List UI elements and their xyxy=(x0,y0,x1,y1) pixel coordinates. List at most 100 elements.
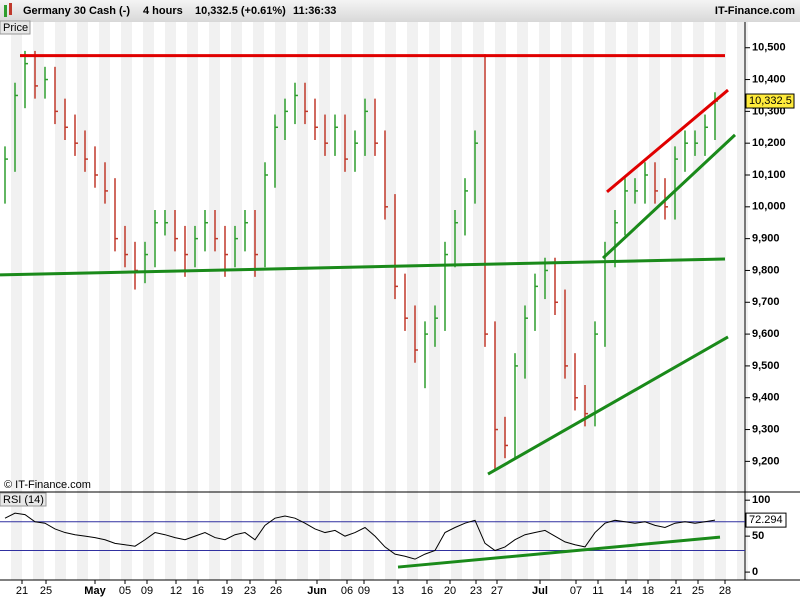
x-tick-label: 21 xyxy=(16,585,28,597)
logo-icon xyxy=(9,3,12,15)
quote: 10,332.5 (+0.61%) xyxy=(195,5,286,17)
day-stripe xyxy=(33,22,44,580)
day-stripe xyxy=(143,22,154,580)
x-tick-label: 16 xyxy=(192,585,204,597)
day-stripe xyxy=(121,22,132,580)
trendline xyxy=(487,335,729,476)
day-stripe xyxy=(649,22,660,580)
day-stripe xyxy=(11,22,22,580)
day-stripe xyxy=(363,22,374,580)
y-tick-label: 9,600 xyxy=(752,328,780,340)
x-tick-label: 26 xyxy=(270,585,282,597)
x-tick-label: 09 xyxy=(358,585,370,597)
rsi-label: RSI (14) xyxy=(3,494,44,506)
day-stripe xyxy=(341,22,352,580)
x-tick-label: 25 xyxy=(40,585,52,597)
pane-label-box xyxy=(0,20,31,35)
y-tick-label: 9,900 xyxy=(752,233,780,245)
day-stripe xyxy=(693,22,704,580)
x-tick-label: 19 xyxy=(221,585,233,597)
day-stripe xyxy=(539,22,550,580)
x-tick-label: 18 xyxy=(642,585,654,597)
day-stripe xyxy=(473,22,484,580)
day-stripe xyxy=(77,22,88,580)
y-tick-label: 9,500 xyxy=(752,360,780,372)
day-stripe xyxy=(55,22,66,580)
y-tick-label: 10,200 xyxy=(752,137,786,149)
copyright: © IT-Finance.com xyxy=(4,479,91,491)
day-stripe xyxy=(319,22,330,580)
x-tick-label: 27 xyxy=(491,585,503,597)
day-stripe xyxy=(231,22,242,580)
day-stripe xyxy=(253,22,264,580)
instrument-title: Germany 30 Cash (-) xyxy=(23,5,130,17)
x-tick-label: 07 xyxy=(570,585,582,597)
day-stripe xyxy=(429,22,440,580)
last-price-label: 10,332.5 xyxy=(749,95,792,107)
x-tick-label: 14 xyxy=(620,585,632,597)
trendline xyxy=(0,257,726,277)
x-tick-label: 25 xyxy=(692,585,704,597)
y-tick-label: 50 xyxy=(752,530,764,542)
day-stripe xyxy=(583,22,594,580)
rsi-last-label: 72.294 xyxy=(749,514,783,526)
day-stripe xyxy=(275,22,286,580)
y-tick-label: 10,400 xyxy=(752,73,786,85)
day-stripe xyxy=(495,22,506,580)
day-stripe xyxy=(187,22,198,580)
time: 11:36:33 xyxy=(293,5,336,17)
x-tick-label: 05 xyxy=(119,585,131,597)
x-tick-label: 23 xyxy=(244,585,256,597)
day-stripe xyxy=(385,22,396,580)
x-tick-label: Jul xyxy=(532,585,548,597)
y-tick-label: 100 xyxy=(752,494,770,506)
y-tick-label: 10,000 xyxy=(752,201,786,213)
brand: IT-Finance.com xyxy=(715,5,795,17)
day-stripe xyxy=(715,22,726,580)
y-tick-label: 10,500 xyxy=(752,42,786,54)
last-price-box xyxy=(745,93,795,109)
day-stripe xyxy=(99,22,110,580)
y-tick-label: 0 xyxy=(752,566,758,578)
pane-label-box xyxy=(0,492,47,507)
rsi-trendline xyxy=(397,535,721,569)
day-stripe xyxy=(671,22,682,580)
x-tick-label: 06 xyxy=(341,585,353,597)
day-stripe xyxy=(517,22,528,580)
day-stripe xyxy=(627,22,638,580)
pane-label: Price xyxy=(3,22,28,34)
y-tick-label: 9,300 xyxy=(752,423,780,435)
x-tick-label: 20 xyxy=(444,585,456,597)
x-tick-label: 13 xyxy=(392,585,404,597)
day-stripe xyxy=(561,22,572,580)
y-tick-label: 10,100 xyxy=(752,169,786,181)
x-tick-label: 23 xyxy=(470,585,482,597)
x-tick-label: 12 xyxy=(170,585,182,597)
y-tick-label: 9,200 xyxy=(752,455,780,467)
x-tick-label: 16 xyxy=(421,585,433,597)
day-stripe xyxy=(165,22,176,580)
rsi-last-box xyxy=(745,512,787,528)
x-tick-label: Jun xyxy=(307,585,327,597)
y-tick-label: 9,800 xyxy=(752,264,780,276)
day-stripe xyxy=(451,22,462,580)
x-tick-label: May xyxy=(84,585,106,597)
day-stripe xyxy=(605,22,616,580)
rsi-line xyxy=(4,512,716,560)
day-stripe xyxy=(407,22,418,580)
day-stripe xyxy=(737,22,748,580)
x-tick-label: 09 xyxy=(141,585,153,597)
x-tick-label: 11 xyxy=(592,585,603,597)
day-stripes xyxy=(11,22,748,580)
x-tick-label: 21 xyxy=(670,585,682,597)
trendline xyxy=(606,88,729,194)
logo-icon xyxy=(4,5,7,17)
day-stripe xyxy=(297,22,308,580)
timeframe: 4 hours xyxy=(143,5,183,17)
y-tick-label: 9,400 xyxy=(752,392,780,404)
trendline xyxy=(601,133,737,260)
day-stripe xyxy=(209,22,220,580)
y-tick-label: 9,700 xyxy=(752,296,780,308)
